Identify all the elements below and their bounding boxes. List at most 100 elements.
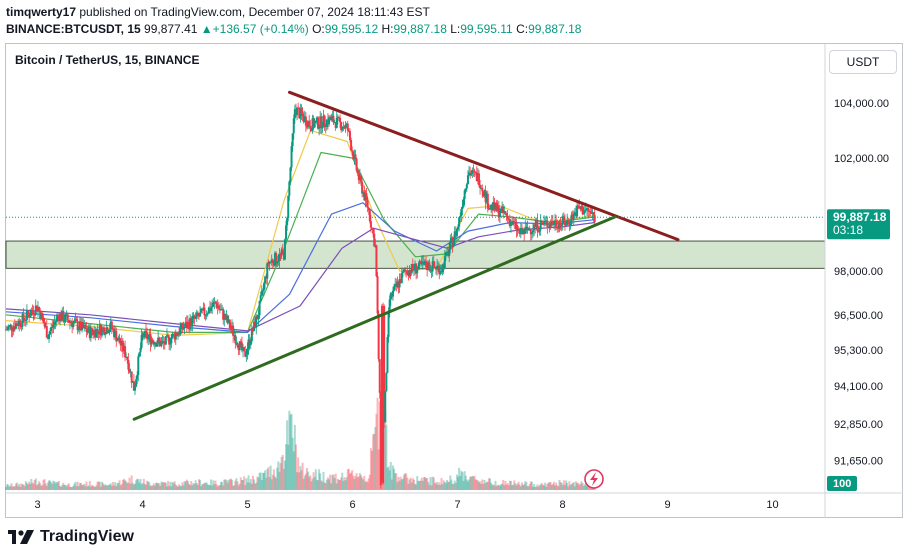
candle-body xyxy=(422,261,425,265)
volume-bar xyxy=(551,483,554,490)
volume-bar xyxy=(386,467,389,490)
volume-bar xyxy=(539,484,542,490)
candle-body xyxy=(129,371,132,373)
candle-body xyxy=(415,263,418,274)
candle-body xyxy=(88,326,91,339)
candle-body xyxy=(558,222,561,229)
candle-body xyxy=(378,359,381,393)
candle-body xyxy=(487,208,490,210)
candle-body xyxy=(118,337,121,344)
volume-bar xyxy=(257,477,260,490)
currency-button[interactable]: USDT xyxy=(829,50,897,74)
candle-body xyxy=(337,116,340,118)
candle-body xyxy=(201,308,204,311)
candle-body xyxy=(226,315,229,324)
volume-bar xyxy=(85,481,88,490)
candle-body xyxy=(374,245,377,247)
volume-bar xyxy=(408,479,411,490)
volume-bar xyxy=(463,471,466,490)
candle-body xyxy=(463,190,466,200)
author-name[interactable]: timqwerty17 xyxy=(6,5,77,19)
volume-bar xyxy=(261,472,264,490)
candle-body xyxy=(94,330,97,338)
volume-bar xyxy=(354,476,357,490)
volume-bar xyxy=(440,477,443,490)
volume-bar xyxy=(332,474,335,490)
candle-body xyxy=(307,121,310,128)
volume-bar xyxy=(581,483,584,490)
candle-body xyxy=(246,348,249,355)
volume-bar xyxy=(86,486,89,490)
volume-bar xyxy=(505,484,508,490)
volume-bar xyxy=(127,482,130,490)
volume-bar xyxy=(28,481,31,490)
volume-bar xyxy=(401,478,404,490)
volume-bar xyxy=(182,485,185,490)
moving-average-line xyxy=(5,151,596,333)
candle-body xyxy=(410,264,413,274)
volume-bar xyxy=(243,476,246,490)
candle-body xyxy=(394,284,397,287)
volume-bar xyxy=(552,481,555,490)
candle-body xyxy=(591,212,594,214)
lightning-icon[interactable] xyxy=(584,469,604,489)
candle-body xyxy=(245,354,248,357)
candle-body xyxy=(168,336,171,345)
candle-body xyxy=(360,175,363,182)
volume-bar xyxy=(44,483,47,490)
candle-body xyxy=(329,117,332,121)
volume-bar xyxy=(153,485,156,490)
candle-body xyxy=(179,328,182,335)
candle-body xyxy=(68,321,71,323)
candle-body xyxy=(22,314,25,320)
volume-bar xyxy=(407,483,410,490)
volume-bar xyxy=(199,480,202,490)
candle-body xyxy=(376,276,379,314)
candle-body xyxy=(114,330,117,338)
volume-bar xyxy=(282,468,285,490)
candle-body xyxy=(440,271,443,273)
volume-bar xyxy=(566,482,569,490)
volume-bar xyxy=(71,487,74,490)
volume-bar xyxy=(110,485,113,490)
candle-body xyxy=(563,221,566,226)
volume-bar xyxy=(517,481,520,490)
candle-body xyxy=(84,325,87,329)
candle-body xyxy=(279,253,282,255)
volume-bar xyxy=(512,484,515,490)
candle-body xyxy=(21,314,24,327)
volume-bar xyxy=(248,482,251,490)
candle-body xyxy=(108,329,111,333)
open-value: 99,595.12 xyxy=(324,22,379,36)
candle-body xyxy=(519,228,522,235)
candle-body xyxy=(9,324,12,326)
volume-bar xyxy=(39,483,42,490)
candle-body xyxy=(318,126,321,129)
candle-body xyxy=(199,312,202,317)
candle-body xyxy=(453,231,456,241)
candle-body xyxy=(197,315,200,317)
candle-body xyxy=(185,321,188,328)
symbol-name[interactable]: BINANCE:BTCUSDT, 15 xyxy=(6,22,141,36)
candle-body xyxy=(554,220,557,226)
volume-bar xyxy=(119,485,122,490)
volume-bar xyxy=(193,483,196,490)
candle-body xyxy=(466,175,469,185)
candle-body xyxy=(281,249,284,253)
volume-bar xyxy=(147,481,150,490)
candle-body xyxy=(534,224,537,227)
volume-bar xyxy=(395,473,398,490)
candle-body xyxy=(516,228,519,231)
volume-bar xyxy=(537,486,540,490)
candle-body xyxy=(173,333,176,340)
tradingview-logo[interactable]: TradingView xyxy=(8,528,134,546)
volume-bar xyxy=(319,473,322,490)
candle-body xyxy=(56,316,59,318)
volume-bar xyxy=(346,469,349,490)
candle-body xyxy=(292,118,295,134)
volume-bar xyxy=(365,480,368,490)
candle-body xyxy=(53,321,56,325)
candle-body xyxy=(32,311,35,315)
volume-bar xyxy=(378,401,381,490)
